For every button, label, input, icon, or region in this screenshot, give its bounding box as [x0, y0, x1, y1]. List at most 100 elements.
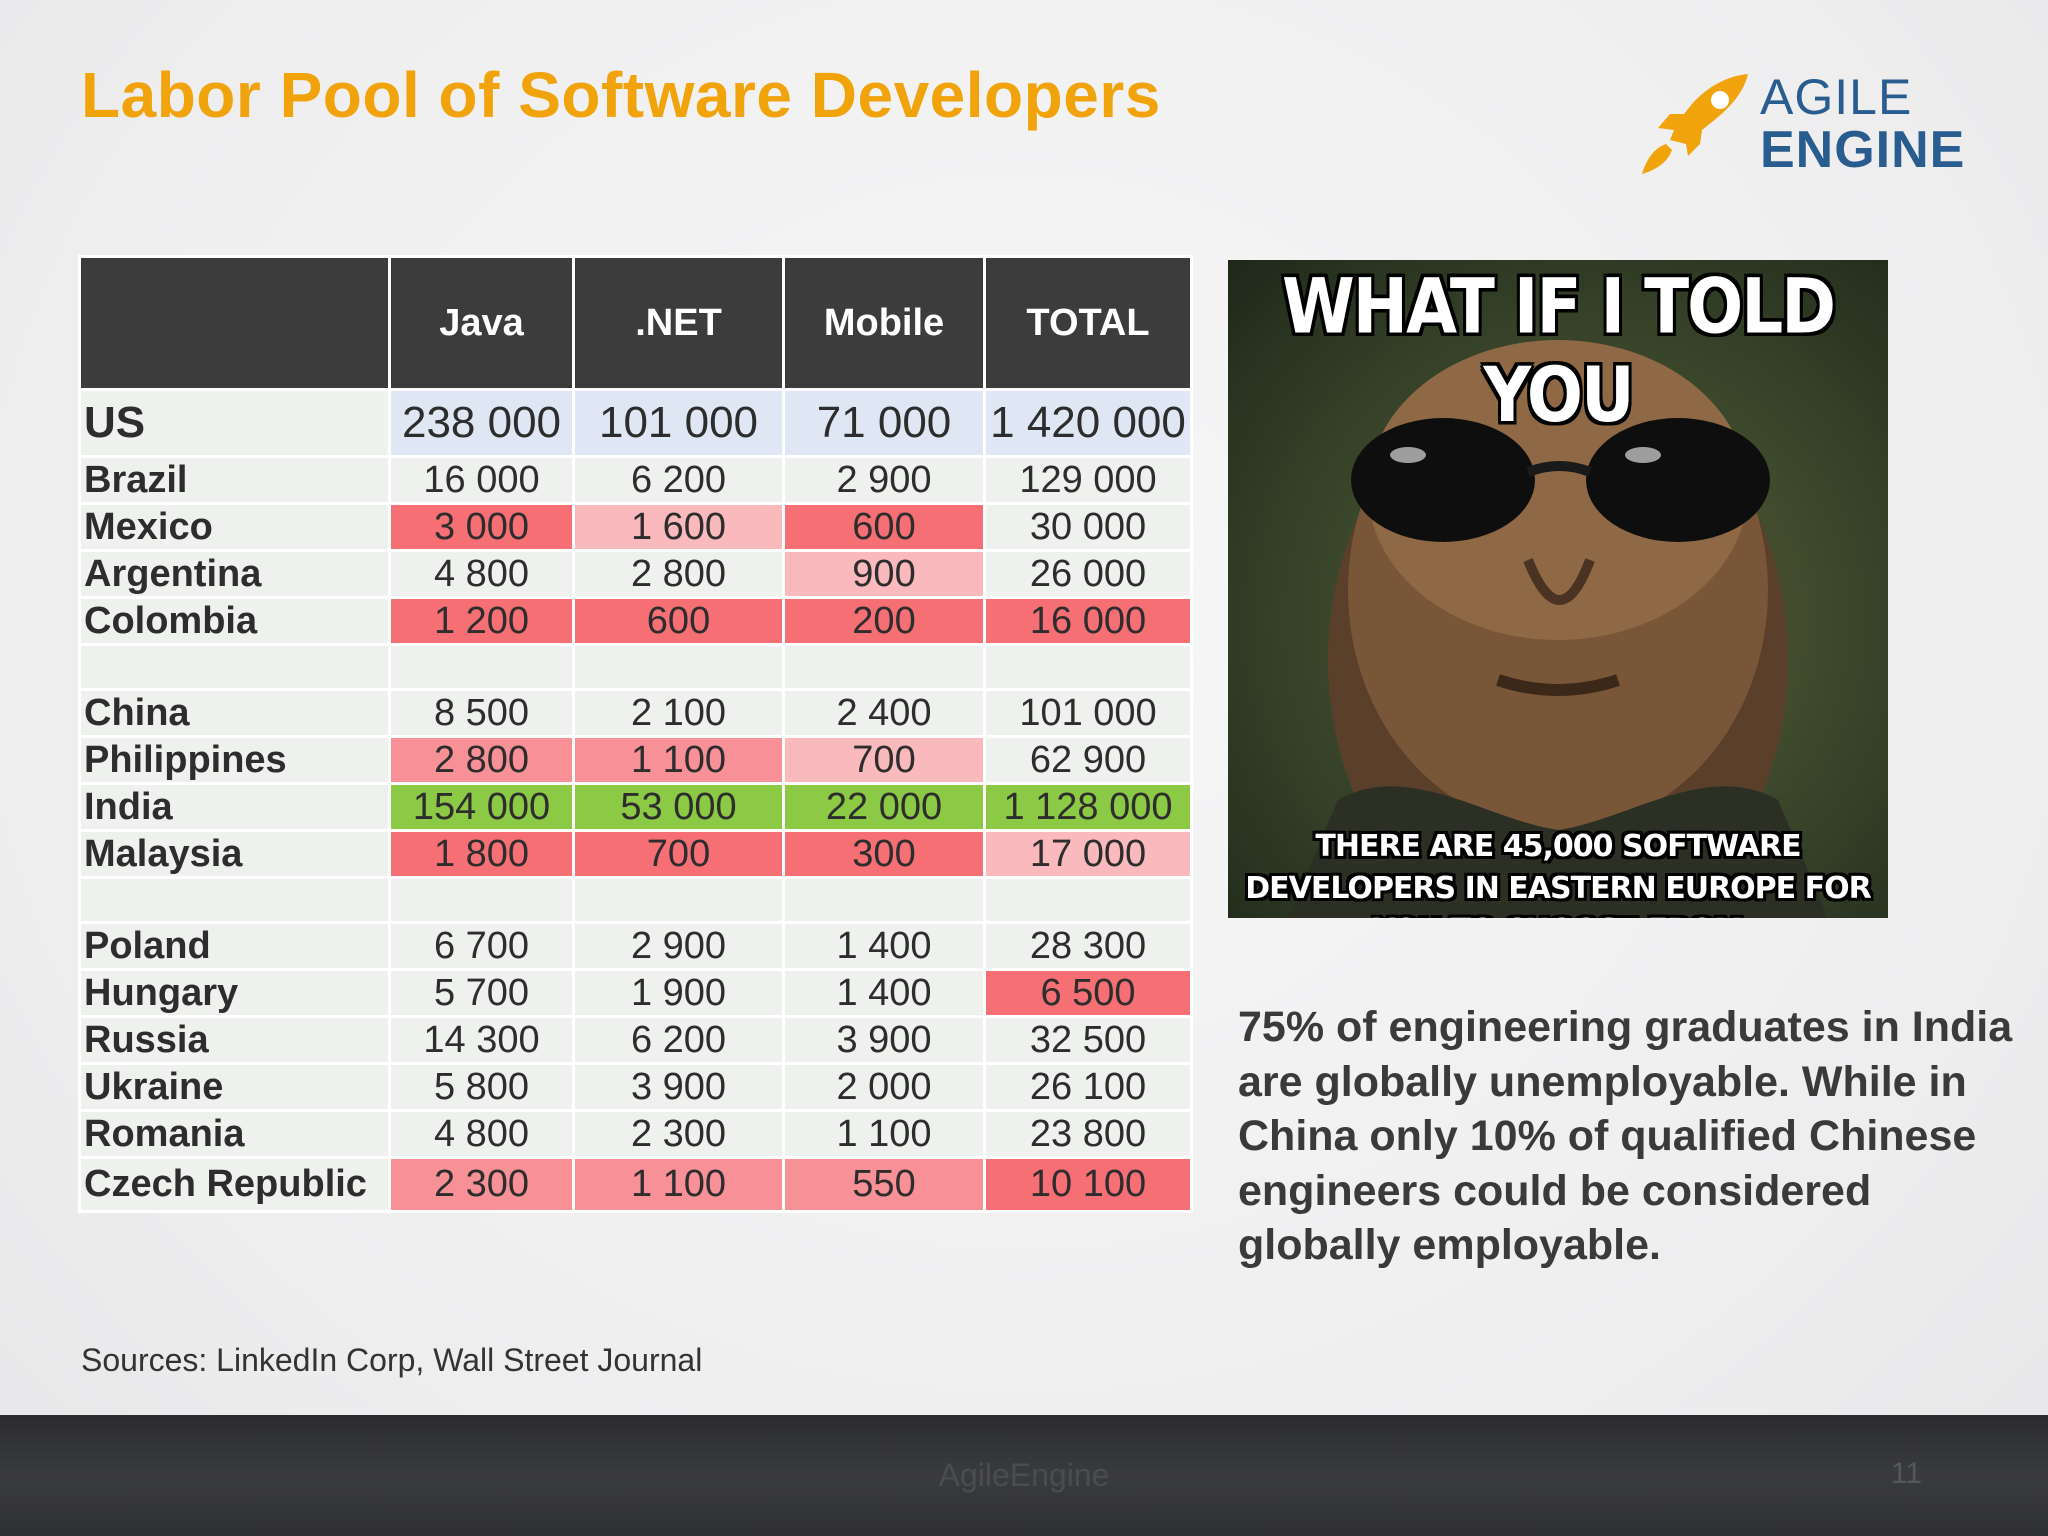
morpheus-face-illustration: [1288, 340, 1828, 918]
header-java: Java: [388, 255, 575, 391]
mobile-cell: 71 000: [782, 388, 986, 458]
rocket-icon: [1642, 74, 1748, 174]
net-cell: 700: [572, 829, 785, 879]
java-cell: 154 000: [388, 782, 575, 832]
table-row: Ukraine 5 800 3 900 2 000 26 100: [78, 1062, 1193, 1112]
mobile-cell: 2 400: [782, 688, 986, 738]
java-cell: 5 700: [388, 968, 575, 1018]
net-cell: 1 600: [572, 502, 785, 552]
table-row: India 154 000 53 000 22 000 1 128 000: [78, 782, 1193, 832]
table-row: Poland 6 700 2 900 1 400 28 300: [78, 921, 1193, 971]
footer-bar: AgileEngine 11: [0, 1415, 2048, 1536]
agile-engine-logo: AGILE ENGINE: [1640, 70, 1964, 180]
total-cell: 62 900: [983, 735, 1193, 785]
country-cell: Brazil: [78, 455, 391, 505]
country-cell: Malaysia: [78, 829, 391, 879]
total-cell: 30 000: [983, 502, 1193, 552]
mobile-cell: 1 400: [782, 921, 986, 971]
table-spacer-row: [78, 876, 1193, 924]
country-cell: Mexico: [78, 502, 391, 552]
header-country: [78, 255, 391, 391]
total-cell: 17 000: [983, 829, 1193, 879]
java-cell: 8 500: [388, 688, 575, 738]
table-row: Philippines 2 800 1 100 700 62 900: [78, 735, 1193, 785]
country-cell: Romania: [78, 1109, 391, 1159]
java-cell: 6 700: [388, 921, 575, 971]
mobile-cell: 2 000: [782, 1062, 986, 1112]
java-cell: 2 800: [388, 735, 575, 785]
table-row: Malaysia 1 800 700 300 17 000: [78, 829, 1193, 879]
table-row: Colombia 1 200 600 200 16 000: [78, 596, 1193, 646]
country-cell: Poland: [78, 921, 391, 971]
total-cell: 6 500: [983, 968, 1193, 1018]
net-cell: 6 200: [572, 1015, 785, 1065]
country-cell: Hungary: [78, 968, 391, 1018]
java-cell: 4 800: [388, 1109, 575, 1159]
java-cell: 14 300: [388, 1015, 575, 1065]
java-cell: 1 200: [388, 596, 575, 646]
java-cell: 238 000: [388, 388, 575, 458]
country-cell: Colombia: [78, 596, 391, 646]
slide-title: Labor Pool of Software Developers: [81, 59, 1161, 131]
mobile-cell: 2 900: [782, 455, 986, 505]
country-cell: US: [78, 388, 391, 458]
table-row: Mexico 3 000 1 600 600 30 000: [78, 502, 1193, 552]
mobile-cell: 200: [782, 596, 986, 646]
total-cell: 1 128 000: [983, 782, 1193, 832]
total-cell: 26 100: [983, 1062, 1193, 1112]
logo-line-engine: ENGINE: [1760, 121, 1966, 179]
mobile-cell: 600: [782, 502, 986, 552]
logo-line-agile: AGILE: [1760, 69, 1913, 125]
developer-pool-table: Java .NET Mobile TOTAL US 238 000 101 00…: [78, 255, 1193, 1213]
mobile-cell: 900: [782, 549, 986, 599]
total-cell: 23 800: [983, 1109, 1193, 1159]
country-cell: Russia: [78, 1015, 391, 1065]
java-cell: 5 800: [388, 1062, 575, 1112]
total-cell: 1 420 000: [983, 388, 1193, 458]
mobile-cell: 1 400: [782, 968, 986, 1018]
java-cell: 16 000: [388, 455, 575, 505]
footer-brand: AgileEngine: [938, 1457, 1110, 1493]
total-cell: 32 500: [983, 1015, 1193, 1065]
header-total: TOTAL: [983, 255, 1193, 391]
java-cell: 2 300: [388, 1156, 575, 1213]
table-row: Hungary 5 700 1 900 1 400 6 500: [78, 968, 1193, 1018]
mobile-cell: 3 900: [782, 1015, 986, 1065]
meme-bottom-text: THERE ARE 45,000 SOFTWARE DEVELOPERS IN …: [1245, 829, 1871, 918]
net-cell: 2 800: [572, 549, 785, 599]
table-row: Russia 14 300 6 200 3 900 32 500: [78, 1015, 1193, 1065]
net-cell: 1 100: [572, 1156, 785, 1213]
table-row: Czech Republic 2 300 1 100 550 10 100: [78, 1156, 1193, 1213]
net-cell: 2 100: [572, 688, 785, 738]
country-cell: Argentina: [78, 549, 391, 599]
sources-note: Sources: LinkedIn Corp, Wall Street Jour…: [81, 1342, 703, 1378]
java-cell: 3 000: [388, 502, 575, 552]
mobile-cell: 300: [782, 829, 986, 879]
meme-top-text: WHAT IF I TOLD YOU: [1281, 262, 1836, 440]
net-cell: 600: [572, 596, 785, 646]
net-cell: 1 900: [572, 968, 785, 1018]
mobile-cell: 22 000: [782, 782, 986, 832]
country-cell: China: [78, 688, 391, 738]
net-cell: 2 300: [572, 1109, 785, 1159]
total-cell: 16 000: [983, 596, 1193, 646]
mobile-cell: 1 100: [782, 1109, 986, 1159]
mobile-cell: 550: [782, 1156, 986, 1213]
table-row: Brazil 16 000 6 200 2 900 129 000: [78, 455, 1193, 505]
employability-quote: 75% of engineering graduates in India ar…: [1238, 1003, 2013, 1269]
net-cell: 1 100: [572, 735, 785, 785]
net-cell: 2 900: [572, 921, 785, 971]
net-cell: 101 000: [572, 388, 785, 458]
total-cell: 28 300: [983, 921, 1193, 971]
table-spacer-row: [78, 643, 1193, 691]
total-cell: 10 100: [983, 1156, 1193, 1213]
page-number: 11: [1890, 1457, 1922, 1490]
table-row: Romania 4 800 2 300 1 100 23 800: [78, 1109, 1193, 1159]
table-row: Argentina 4 800 2 800 900 26 000: [78, 549, 1193, 599]
table-header-row: Java .NET Mobile TOTAL: [78, 255, 1193, 391]
java-cell: 4 800: [388, 549, 575, 599]
total-cell: 129 000: [983, 455, 1193, 505]
net-cell: 53 000: [572, 782, 785, 832]
country-cell: Philippines: [78, 735, 391, 785]
country-cell: Ukraine: [78, 1062, 391, 1112]
